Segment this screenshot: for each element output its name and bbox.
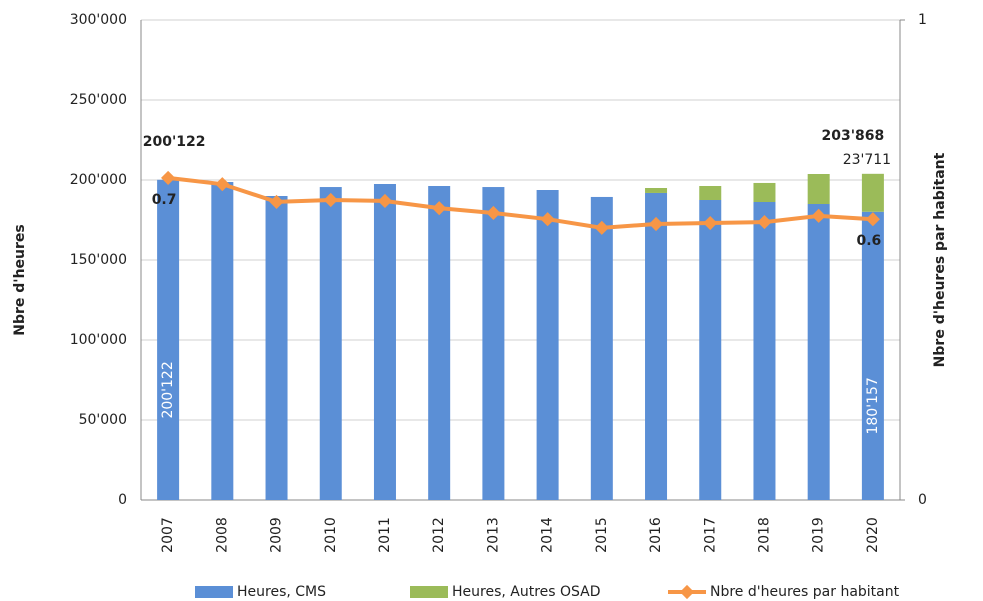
legend-label: Nbre d'heures par habitant: [710, 584, 900, 600]
x-tick-label: 2015: [594, 517, 610, 553]
total-label: 203'868: [822, 128, 885, 144]
point: [323, 192, 338, 208]
point: [703, 215, 718, 231]
point: [540, 212, 555, 227]
point: [432, 201, 447, 216]
point: [865, 212, 880, 227]
x-tick-label: 2009: [269, 517, 285, 553]
bar: [753, 202, 776, 500]
y2-axis-label: Nbre d'heures par habitant: [932, 152, 948, 367]
legend-label: Heures, CMS: [237, 584, 326, 600]
y-tick-label: 100'000: [70, 332, 127, 348]
y-tick-label: 250'000: [70, 92, 127, 108]
line: [167, 175, 874, 230]
x-tick-label: 2012: [431, 517, 447, 553]
point: [269, 194, 284, 209]
x-tick-label: 2008: [214, 517, 230, 553]
legend-swatch: [195, 586, 233, 598]
legend-label: Heures, Autres OSAD: [452, 584, 601, 600]
point: [377, 193, 393, 209]
bar: [645, 192, 668, 500]
bar: [699, 186, 722, 200]
point: [811, 208, 826, 223]
total-label: 200'122: [143, 134, 206, 150]
x-tick-label: 2017: [702, 517, 718, 553]
point: [648, 216, 664, 232]
x-tick-label: 2007: [160, 517, 176, 553]
bar: [265, 196, 288, 500]
bar: [807, 204, 830, 500]
x-tick-label: 2013: [485, 517, 501, 553]
x-tick-label: 2016: [648, 517, 664, 553]
point: [486, 205, 501, 221]
bar: [645, 188, 668, 193]
value-label: 23'711: [843, 152, 891, 168]
y2-tick-label: 1: [918, 12, 927, 28]
x-tick-label: 2014: [540, 517, 556, 553]
y2-tick-label: 0: [918, 492, 927, 508]
value-label: 0.6: [856, 233, 881, 249]
value-label: 200'122: [160, 361, 176, 418]
y-tick-label: 150'000: [70, 252, 127, 268]
y-axis-label: Nbre d'heures: [12, 224, 28, 335]
point: [161, 170, 176, 185]
x-tick-label: 2019: [811, 517, 827, 553]
bar: [482, 187, 505, 501]
bar: [319, 187, 342, 501]
x-tick-label: 2018: [756, 517, 772, 553]
bar: [536, 190, 559, 500]
point: [215, 177, 230, 192]
value-label: 180'157: [865, 377, 881, 434]
y-tick-label: 200'000: [70, 172, 127, 188]
bar: [157, 179, 180, 500]
bar: [807, 174, 830, 204]
legend-swatch: [410, 586, 448, 598]
y-tick-label: 0: [118, 492, 127, 508]
y-tick-label: 300'000: [70, 12, 127, 28]
legend-swatch: [679, 584, 695, 600]
value-label: 0.7: [152, 192, 177, 208]
bar: [428, 186, 451, 500]
bar: [211, 182, 234, 500]
bar: [373, 184, 396, 500]
x-tick-label: 2011: [377, 517, 393, 553]
y-tick-label: 50'000: [79, 412, 127, 428]
bar: [699, 200, 722, 500]
point: [757, 215, 772, 230]
bar: [590, 196, 613, 500]
bar: [861, 211, 884, 501]
x-tick-label: 2010: [323, 517, 339, 553]
bar: [753, 182, 776, 202]
x-tick-label: 2020: [865, 517, 881, 553]
point: [594, 220, 609, 235]
bar: [861, 173, 884, 212]
